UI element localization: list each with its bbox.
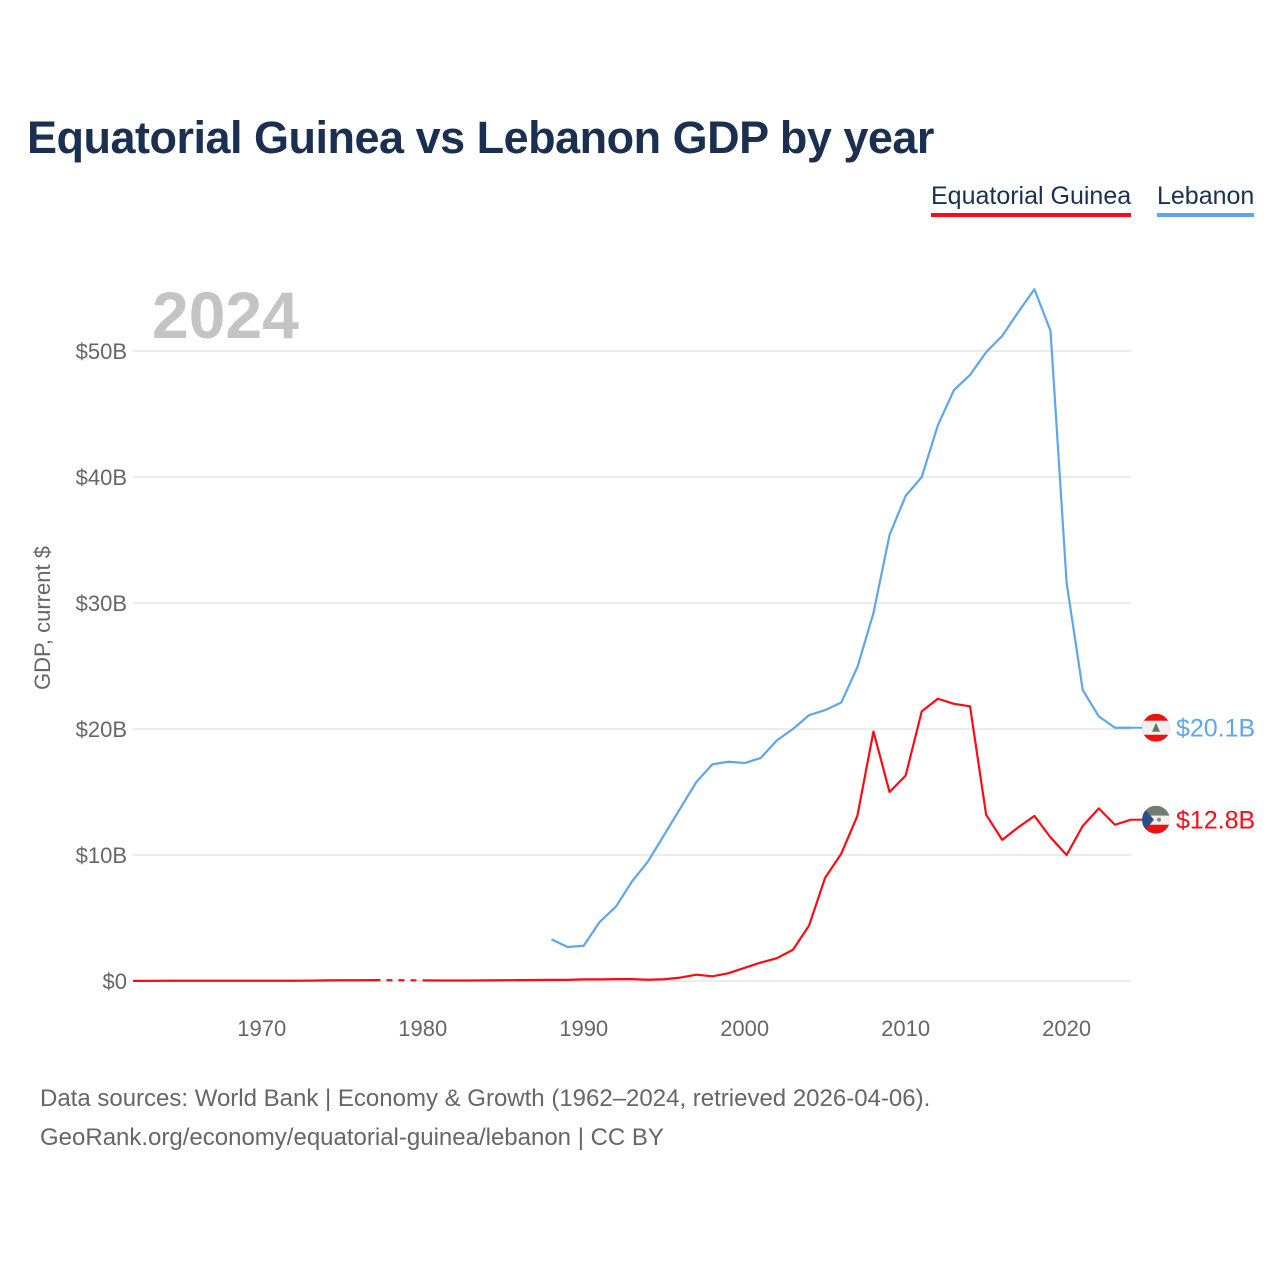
flag-green bbox=[1142, 805, 1170, 816]
end-value-label: $20.1B bbox=[1176, 715, 1255, 743]
flag-body bbox=[1142, 805, 1170, 834]
y-tick-label: $10B bbox=[76, 843, 127, 868]
year-label: 2024 bbox=[152, 278, 299, 352]
x-tick-label: 2020 bbox=[1042, 1016, 1091, 1041]
end-value-label: $12.8B bbox=[1176, 807, 1255, 835]
flag-triangle bbox=[1142, 805, 1154, 834]
y-tick-label: $40B bbox=[76, 465, 127, 490]
x-tick-label: 1980 bbox=[398, 1016, 447, 1041]
footer-sources: Data sources: World Bank | Economy & Gro… bbox=[40, 1085, 931, 1112]
y-tick-label: $20B bbox=[76, 717, 127, 742]
x-tick-label: 1970 bbox=[237, 1016, 286, 1041]
flag-white bbox=[1142, 815, 1170, 825]
series-line-equatorial-guinea bbox=[133, 979, 375, 982]
x-tick-label: 1990 bbox=[559, 1016, 608, 1041]
flag-body bbox=[1142, 713, 1170, 742]
y-tick-label: $0 bbox=[103, 969, 127, 994]
cedar bbox=[1152, 722, 1160, 732]
series-line-equatorial-guinea bbox=[422, 697, 1132, 982]
footer-link[interactable]: GeoRank.org/economy/equatorial-guinea/le… bbox=[40, 1124, 664, 1151]
emblem bbox=[1157, 817, 1161, 822]
series-line-lebanon bbox=[551, 288, 1131, 949]
flag-red bbox=[1142, 824, 1170, 834]
legend-equatorial-guinea[interactable]: Equatorial Guinea bbox=[931, 182, 1132, 217]
x-tick-label: 2000 bbox=[720, 1016, 769, 1041]
lebanon-flag-icon bbox=[1142, 713, 1170, 742]
y-tick-label: $50B bbox=[76, 339, 127, 364]
equatorial-guinea-flag-icon bbox=[1142, 805, 1170, 834]
x-tick-label: 2010 bbox=[881, 1016, 930, 1041]
legend-lebanon[interactable]: Lebanon bbox=[1157, 182, 1255, 217]
y-axis-label: GDP, current $ bbox=[30, 546, 55, 690]
y-tick-label: $30B bbox=[76, 591, 127, 616]
chart-title: Equatorial Guinea vs Lebanon GDP by year bbox=[27, 112, 934, 163]
